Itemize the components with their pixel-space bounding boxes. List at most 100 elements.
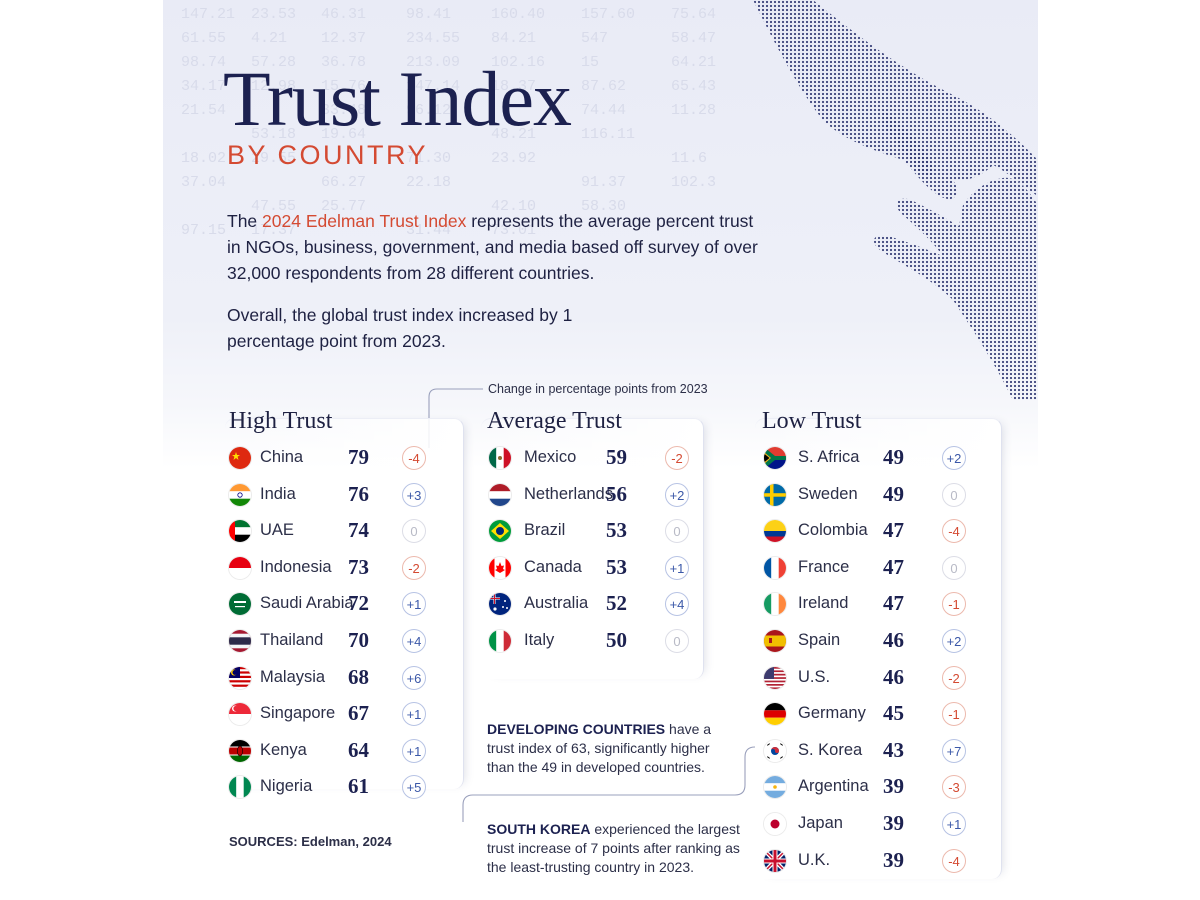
country-name: Colombia	[798, 521, 868, 539]
south-africa-flag-icon	[764, 447, 786, 469]
change-badge: -2	[665, 446, 689, 470]
table-row: Canada 53 +1	[163, 553, 1038, 583]
trust-score: 74	[348, 518, 369, 542]
brazil-flag-icon	[489, 520, 511, 542]
background-number: 47.55	[251, 198, 297, 215]
change-badge: -4	[942, 849, 966, 873]
country-name: Mexico	[524, 448, 577, 466]
infographic: 147.21 23.53 46.31 98.41 160.40 157.60 75.64 61…	[163, 0, 1038, 900]
background-number: 37.04	[181, 174, 227, 191]
trust-score: 47	[883, 555, 904, 579]
singapore-flag-icon	[229, 703, 251, 725]
background-number: 160.40	[491, 6, 546, 23]
sweden-flag-icon	[764, 484, 786, 506]
background-number: 12.98	[251, 78, 297, 95]
country-name: Germany	[798, 704, 866, 722]
japan-flag-icon	[764, 813, 786, 835]
italy-flag-icon	[489, 630, 511, 652]
developing-countries-note: DEVELOPING COUNTRIES have a trust index …	[487, 720, 737, 777]
change-badge: 0	[942, 483, 966, 507]
us-flag-icon	[764, 667, 786, 689]
germany-flag-icon	[764, 703, 786, 725]
change-badge: -4	[942, 519, 966, 543]
background-number: 46.31	[321, 6, 367, 23]
country-name: Malaysia	[260, 668, 326, 686]
uae-flag-icon	[229, 520, 251, 542]
trust-score: 64	[348, 738, 369, 762]
background-number: 71.30	[406, 150, 452, 167]
country-name: Ireland	[798, 594, 849, 612]
background-number: 147.14	[406, 78, 461, 95]
intro-text-start: The	[227, 211, 263, 231]
background-number: 102.3	[671, 174, 717, 191]
trust-score: 56	[606, 482, 627, 506]
trust-score: 67	[348, 701, 369, 725]
country-name: India	[260, 485, 296, 503]
sources: SOURCES: Edelman, 2024	[229, 834, 392, 849]
india-flag-icon	[229, 484, 251, 506]
table-row: UAE 74 0	[163, 516, 1038, 546]
background-number: 17.37	[251, 222, 297, 239]
change-badge: -2	[942, 666, 966, 690]
group-title-average-trust: Average Trust	[487, 408, 622, 434]
background-number: 23.53	[251, 6, 297, 23]
change-badge: -2	[402, 556, 426, 580]
trust-score: 52	[606, 591, 627, 615]
overall-paragraph: Overall, the global trust index increase…	[227, 305, 573, 351]
country-name: Spain	[798, 631, 841, 649]
trust-score: 43	[883, 738, 904, 762]
background-number: 18.37	[491, 78, 537, 95]
country-name: S. Africa	[798, 448, 860, 466]
trust-score: 76	[348, 482, 369, 506]
spain-flag-icon	[764, 630, 786, 652]
change-badge: -1	[942, 592, 966, 616]
table-row: Nigeria 61 +5	[163, 772, 1038, 802]
country-name: Italy	[524, 631, 555, 649]
developing-note-bold: DEVELOPING COUNTRIES	[487, 721, 666, 737]
change-badge: +2	[942, 629, 966, 653]
change-badge: +3	[402, 483, 426, 507]
background-number: 97.15	[181, 222, 227, 239]
country-name: China	[260, 448, 304, 466]
change-badge: +2	[665, 483, 689, 507]
table-row: Colombia 47 -4	[163, 516, 1038, 546]
kenya-flag-icon	[229, 740, 251, 762]
table-row: Malaysia 68 +6	[163, 663, 1038, 693]
change-badge: +1	[942, 812, 966, 836]
change-badge: 0	[402, 519, 426, 543]
change-badge: +1	[402, 702, 426, 726]
background-number: 42.10	[491, 198, 537, 215]
table-row: India 76 +3	[163, 480, 1038, 510]
table-row: Singapore 67 +1	[163, 699, 1038, 729]
country-name: Nigeria	[260, 777, 313, 795]
background-number: 73.01	[491, 222, 537, 239]
background-number: 84.21	[491, 30, 537, 47]
australia-flag-icon	[489, 593, 511, 615]
background-stock-numbers: 147.21 23.53 46.31 98.41 160.40 157.60 75.64 61…	[181, 6, 741, 306]
table-row: Saudi Arabia 72 +1	[163, 589, 1038, 619]
background-number: 58.30	[581, 198, 627, 215]
background-number: 102.16	[491, 54, 546, 71]
intro-highlight: 2024 Edelman Trust Index	[262, 211, 467, 231]
table-row: Germany 45 -1	[163, 699, 1038, 729]
country-name: UAE	[260, 521, 294, 539]
trust-score: 53	[606, 555, 627, 579]
table-row: Ireland 47 -1	[163, 589, 1038, 619]
background-number: 98.41	[406, 6, 452, 23]
background-number: 234.55	[406, 30, 461, 47]
country-name: Thailand	[260, 631, 324, 649]
table-row: S. Africa 49 +2	[163, 443, 1038, 473]
change-badge: 0	[665, 519, 689, 543]
change-badge: +6	[402, 666, 426, 690]
background-number: 87.62	[581, 78, 627, 95]
country-name: Canada	[524, 558, 582, 576]
table-row: Kenya 64 +1	[163, 736, 1038, 766]
table-row: Japan 39 +1	[163, 809, 1038, 839]
china-flag-icon	[229, 447, 251, 469]
change-badge: +2	[942, 446, 966, 470]
trust-score: 49	[883, 482, 904, 506]
country-name: U.S.	[798, 668, 831, 686]
trust-score: 49	[883, 445, 904, 469]
trust-score: 47	[883, 518, 904, 542]
developing-note-text: have a trust index of 63, significantly …	[487, 721, 712, 775]
